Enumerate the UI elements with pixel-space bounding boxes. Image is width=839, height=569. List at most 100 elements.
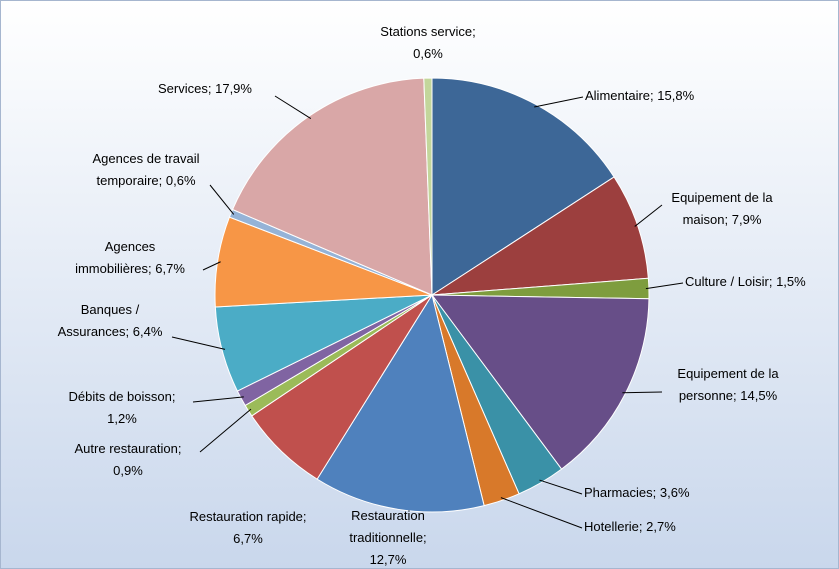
label-separator: ; — [303, 509, 307, 524]
category-name: Alimentaire — [585, 88, 650, 103]
value-label: 3,6% — [660, 485, 690, 500]
data-label-line: 1,2% — [107, 411, 137, 426]
category-name: Agences — [105, 239, 156, 254]
data-label: Restauration traditionnelle; 12,7% — [349, 508, 426, 567]
category-name: Stations service — [380, 24, 472, 39]
category-name: Banques / — [81, 302, 140, 317]
category-name: Restauration rapide — [189, 509, 302, 524]
category-name-cont: maison — [683, 212, 725, 227]
leader-line — [539, 479, 583, 495]
data-label-line: personne; 14,5% — [679, 388, 778, 403]
label-separator: ; — [172, 389, 176, 404]
value-label: 0,6% — [413, 46, 443, 61]
data-label: Banques / Assurances; 6,4% — [58, 302, 163, 339]
data-label-line: 12,7% — [370, 552, 407, 567]
category-name: Agences de travail — [93, 151, 200, 166]
value-label: 2,7% — [646, 519, 676, 534]
data-label-line: Alimentaire; 15,8% — [585, 88, 695, 103]
data-label: Equipement de la personne; 14,5% — [677, 366, 779, 403]
leader-line — [645, 282, 684, 290]
data-label: Agences immobilières; 6,7% — [75, 239, 185, 276]
data-label-line: Stations service; — [380, 24, 475, 39]
pie-slice — [316, 293, 485, 513]
pie-slice — [430, 294, 650, 470]
label-separator: ; — [159, 173, 163, 188]
data-label: Autre restauration; 0,9% — [75, 441, 182, 478]
category-name: Autre restauration — [75, 441, 178, 456]
label-separator: ; — [769, 274, 773, 289]
value-label: 1,2% — [107, 411, 137, 426]
category-name-cont: temporaire — [96, 173, 158, 188]
label-separator: ; — [208, 81, 212, 96]
data-label-line: Débits de boisson; — [69, 389, 176, 404]
category-name-cont: traditionnelle — [349, 530, 423, 545]
data-label-line: Restauration rapide; — [189, 509, 306, 524]
data-label-line: 0,6% — [413, 46, 443, 61]
pie-slice — [431, 176, 649, 296]
data-label-line: Culture / Loisir; 1,5% — [685, 274, 806, 289]
data-label: Restauration rapide; 6,7% — [189, 509, 306, 546]
category-name: Restauration — [351, 508, 425, 523]
data-label: Services; 17,9% — [158, 81, 252, 96]
data-label: Agences de travail temporaire; 0,6% — [93, 151, 200, 188]
data-label-line: Assurances; 6,4% — [58, 324, 163, 339]
label-separator: ; — [126, 324, 130, 339]
label-separator: ; — [178, 441, 182, 456]
category-name-cont: Assurances — [58, 324, 126, 339]
value-label: 6,7% — [233, 531, 263, 546]
value-label: 6,7% — [155, 261, 185, 276]
category-name: Equipement de la — [677, 366, 779, 381]
leader-line — [209, 184, 235, 215]
category-name-cont: immobilières — [75, 261, 148, 276]
data-label: Débits de boisson; 1,2% — [69, 389, 176, 426]
category-name: Equipement de la — [671, 190, 773, 205]
leader-line — [274, 95, 312, 120]
data-label-line: Equipement de la — [671, 190, 773, 205]
leader-line — [199, 408, 252, 453]
value-label: 7,9% — [732, 212, 762, 227]
value-label: 6,4% — [133, 324, 163, 339]
leader-line — [202, 261, 221, 271]
value-label: 14,5% — [740, 388, 777, 403]
data-label-line: Hotellerie; 2,7% — [584, 519, 676, 534]
data-label: Hotellerie; 2,7% — [584, 519, 676, 534]
leader-line — [500, 497, 583, 529]
data-label-line: Equipement de la — [677, 366, 779, 381]
data-label: Alimentaire; 15,8% — [585, 88, 695, 103]
category-name: Services — [158, 81, 208, 96]
category-name: Pharmacies — [584, 485, 653, 500]
label-separator: ; — [148, 261, 152, 276]
label-separator: ; — [650, 88, 654, 103]
value-label: 0,6% — [166, 173, 196, 188]
value-label: 15,8% — [657, 88, 694, 103]
data-label-line: Banques / — [81, 302, 140, 317]
value-label: 12,7% — [370, 552, 407, 567]
pie-slice — [431, 77, 615, 296]
pie-slice — [231, 77, 433, 296]
category-name: Hotellerie — [584, 519, 639, 534]
data-label-line: Restauration — [351, 508, 425, 523]
label-separator: ; — [733, 388, 737, 403]
data-label-line: immobilières; 6,7% — [75, 261, 185, 276]
value-label: 0,9% — [113, 463, 143, 478]
value-label: 17,9% — [215, 81, 252, 96]
category-name: Culture / Loisir — [685, 274, 769, 289]
label-separator: ; — [423, 530, 427, 545]
data-label-line: Agences de travail — [93, 151, 200, 166]
label-separator: ; — [653, 485, 657, 500]
data-label-line: 0,9% — [113, 463, 143, 478]
category-name-cont: personne — [679, 388, 733, 403]
leader-line — [534, 96, 584, 108]
data-label-line: 6,7% — [233, 531, 263, 546]
data-label: Culture / Loisir; 1,5% — [685, 274, 806, 289]
leader-line — [192, 396, 244, 403]
data-label: Stations service; 0,6% — [380, 24, 475, 61]
data-label-line: temporaire; 0,6% — [96, 173, 195, 188]
data-label-line: maison; 7,9% — [683, 212, 762, 227]
data-label: Pharmacies; 3,6% — [584, 485, 690, 500]
leader-line — [622, 391, 663, 394]
leader-line — [634, 204, 663, 227]
data-label-line: Pharmacies; 3,6% — [584, 485, 690, 500]
